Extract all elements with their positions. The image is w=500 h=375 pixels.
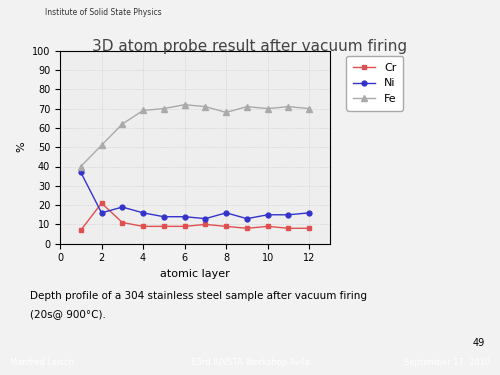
Ni bbox=[161, 214, 167, 219]
Fe bbox=[264, 106, 270, 111]
Ni bbox=[223, 211, 229, 215]
Line: Fe: Fe bbox=[78, 102, 312, 170]
Fe bbox=[98, 143, 104, 147]
Cr bbox=[140, 224, 146, 229]
Text: 49: 49 bbox=[473, 338, 485, 348]
Text: Manfred Leisch: Manfred Leisch bbox=[10, 358, 74, 367]
Cr bbox=[161, 224, 167, 229]
Cr bbox=[306, 226, 312, 231]
Legend: Cr, Ni, Fe: Cr, Ni, Fe bbox=[346, 56, 404, 111]
Text: Institute of Solid State Physics: Institute of Solid State Physics bbox=[45, 8, 162, 16]
Ni bbox=[264, 213, 270, 217]
Line: Ni: Ni bbox=[78, 170, 312, 221]
Ni bbox=[120, 205, 126, 209]
Ni bbox=[78, 170, 84, 174]
Cr bbox=[182, 224, 188, 229]
Fe bbox=[286, 104, 292, 109]
Fe bbox=[120, 122, 126, 126]
Ni bbox=[244, 216, 250, 221]
Fe bbox=[78, 164, 84, 169]
Cr bbox=[244, 226, 250, 231]
Text: 63rd IUVSTA Workshop Avila: 63rd IUVSTA Workshop Avila bbox=[190, 358, 310, 367]
Cr bbox=[202, 222, 208, 226]
Text: (20s@ 900°C).: (20s@ 900°C). bbox=[30, 309, 106, 320]
Fe bbox=[161, 106, 167, 111]
Fe bbox=[182, 102, 188, 107]
Fe bbox=[202, 104, 208, 109]
Text: Depth profile of a 304 stainless steel sample after vacuum firing: Depth profile of a 304 stainless steel s… bbox=[30, 291, 367, 301]
X-axis label: atomic layer: atomic layer bbox=[160, 269, 230, 279]
Ni bbox=[306, 211, 312, 215]
Line: Cr: Cr bbox=[78, 201, 312, 232]
Cr bbox=[286, 226, 292, 231]
Ni bbox=[140, 211, 146, 215]
Fe bbox=[306, 106, 312, 111]
Cr bbox=[78, 228, 84, 232]
Ni bbox=[98, 211, 104, 215]
Text: September 17, 2010: September 17, 2010 bbox=[404, 358, 490, 367]
Cr bbox=[98, 201, 104, 206]
Cr bbox=[120, 220, 126, 225]
Ni bbox=[202, 216, 208, 221]
Text: 3D atom probe result after vacuum firing: 3D atom probe result after vacuum firing bbox=[92, 39, 407, 54]
Y-axis label: %: % bbox=[16, 142, 26, 153]
Fe bbox=[140, 108, 146, 113]
Ni bbox=[286, 213, 292, 217]
Ni bbox=[182, 214, 188, 219]
Fe bbox=[223, 110, 229, 115]
Cr bbox=[223, 224, 229, 229]
Fe bbox=[244, 104, 250, 109]
Cr bbox=[264, 224, 270, 229]
